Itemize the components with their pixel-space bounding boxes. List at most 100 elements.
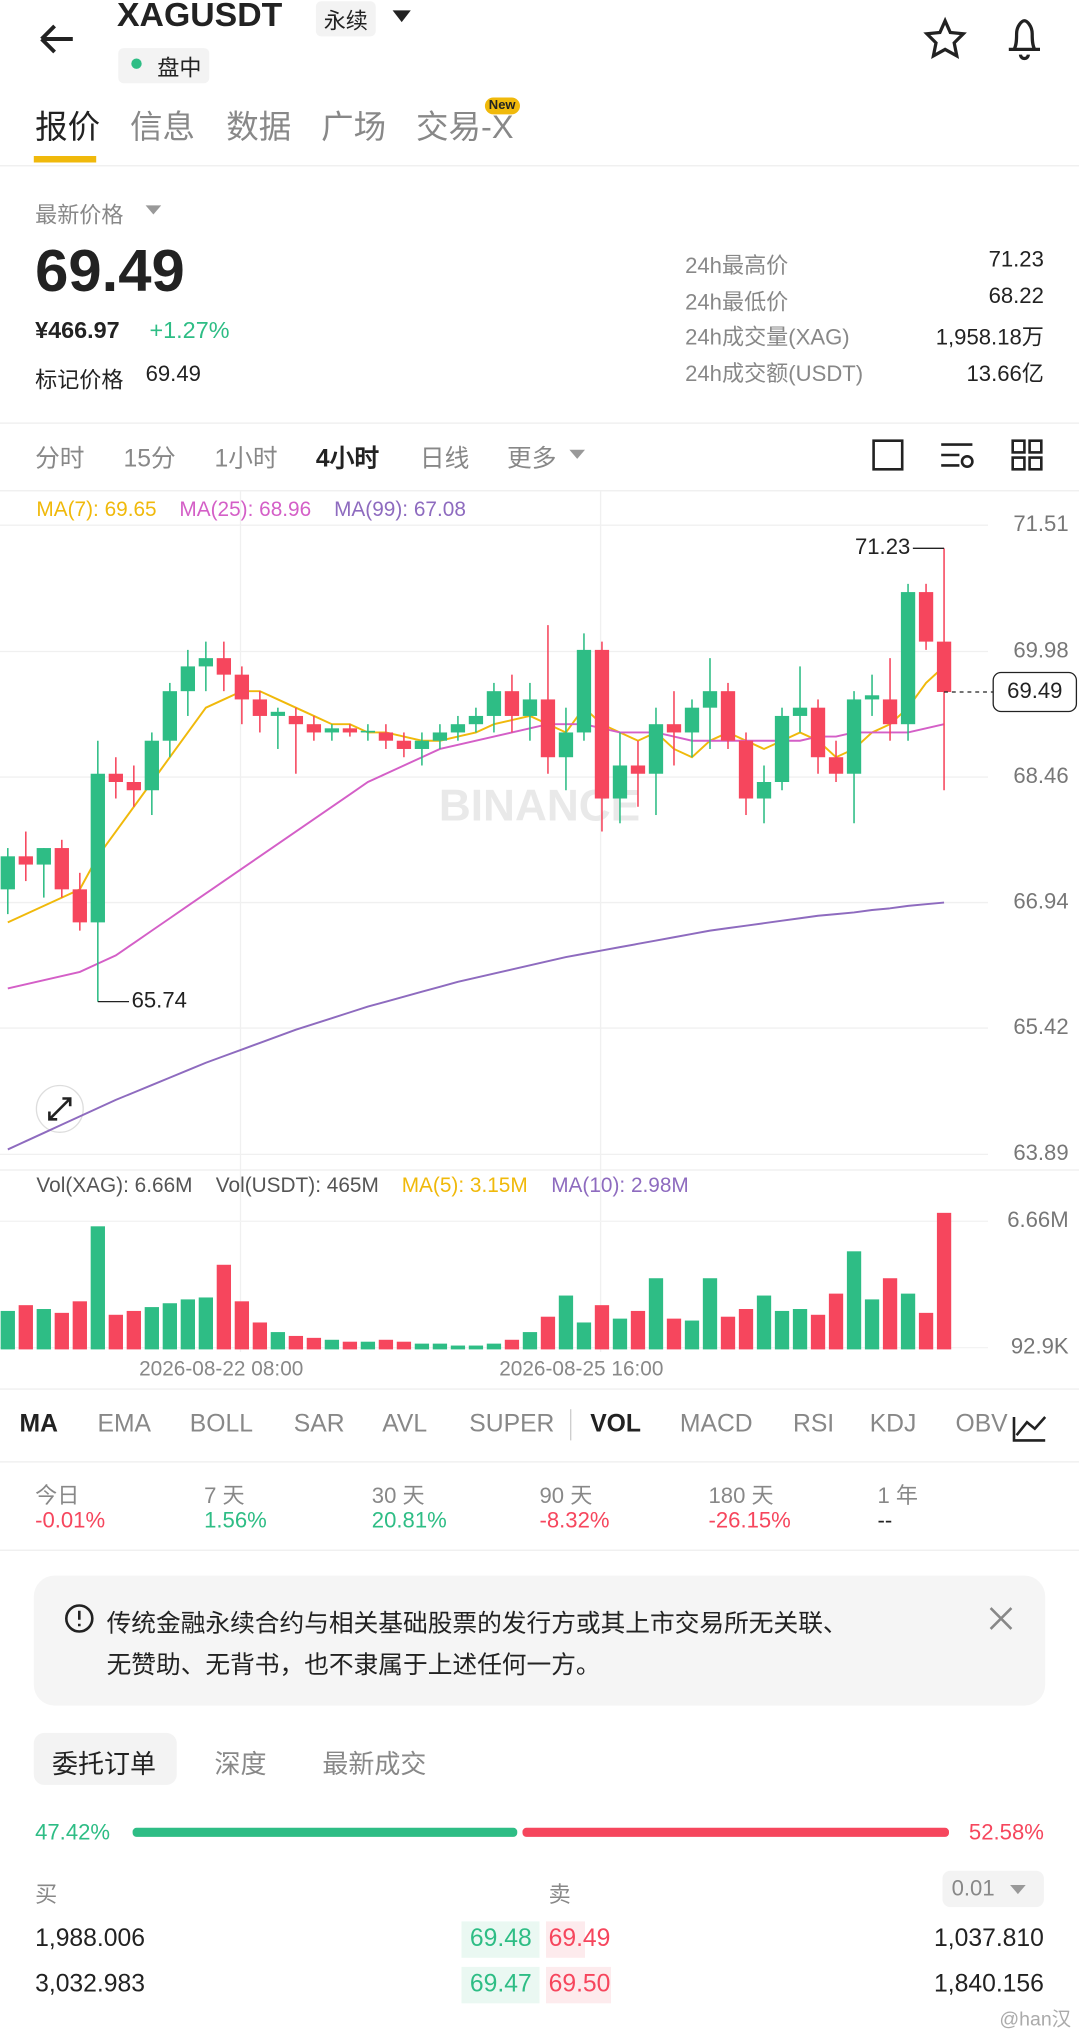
order-tab[interactable]: 深度 (214, 1751, 267, 1780)
tab[interactable]: 信息 (130, 109, 196, 146)
caret (1010, 1884, 1026, 1895)
active-tab-bg (33, 1732, 177, 1785)
chart-icon[interactable] (1012, 1416, 1047, 1442)
legend-item: MA(5): 3.15M (401, 1175, 528, 1198)
volume-bar (558, 1295, 574, 1350)
candle-body (684, 707, 700, 733)
candle-body (342, 728, 358, 733)
indicator-tab[interactable]: SAR (293, 1410, 345, 1438)
interval-tab[interactable]: 4小时 (315, 445, 380, 474)
candle-body (108, 773, 123, 782)
indicator-tab[interactable]: AVL (382, 1410, 428, 1438)
bid-qty: 3,032.983 (35, 1970, 145, 1999)
divider (0, 1549, 1079, 1551)
indicator-tab[interactable]: SUPER (469, 1410, 555, 1438)
volume-bar (72, 1301, 87, 1350)
interval-tab[interactable]: 更多 (506, 445, 557, 474)
divider (0, 165, 1079, 167)
buy-ratio: 47.42% (35, 1819, 111, 1845)
fullscreen-icon[interactable] (872, 439, 904, 471)
notification-icon[interactable] (1008, 19, 1040, 61)
tab-indicator (33, 156, 97, 163)
candle-body (162, 691, 177, 741)
period-change: -8.32% (539, 1508, 610, 1533)
status-dot (131, 58, 142, 69)
order-tab[interactable]: 委托订单 (52, 1751, 156, 1780)
y-tick-label: 68.46 (1013, 763, 1068, 788)
time-label: 2026-08-25 16:00 (499, 1358, 664, 1381)
interval-tab[interactable]: 1小时 (214, 445, 278, 474)
stat-value: 71.23 (988, 246, 1044, 272)
precision-select[interactable] (942, 1870, 1044, 1908)
volume-bar (234, 1301, 250, 1350)
ask-price: 69.50 (548, 1970, 611, 1999)
tab[interactable]: 报价 (35, 109, 101, 146)
interval-tab[interactable]: 15分 (123, 445, 176, 474)
volume-bar (702, 1278, 718, 1350)
y-tick-label: 92.9K (1011, 1333, 1069, 1358)
candle-body (756, 781, 772, 799)
candle-body (540, 699, 556, 758)
volume-bar (216, 1264, 232, 1350)
indicator-tab[interactable]: RSI (793, 1410, 835, 1438)
volume-bar (450, 1345, 466, 1350)
interval-tab[interactable]: 分时 (35, 445, 85, 474)
tab[interactable]: 广场 (321, 109, 387, 146)
layout-icon[interactable] (1011, 439, 1026, 454)
volume-bar (756, 1295, 772, 1350)
candle-body (144, 740, 159, 791)
legend-item: Vol(USDT): 465M (215, 1175, 379, 1198)
period: 180 天 (708, 1483, 774, 1508)
ask-qty: 1,840.156 (934, 1970, 1044, 1999)
candle-body (468, 715, 484, 725)
indicator-tab[interactable]: KDJ (869, 1410, 917, 1438)
divider (0, 422, 1079, 424)
back-icon[interactable] (40, 24, 73, 54)
depth-bar (461, 1966, 540, 2004)
indicator-tab[interactable]: MA (19, 1410, 58, 1438)
close-icon[interactable] (989, 1607, 1013, 1630)
indicator-tab[interactable]: MACD (679, 1410, 753, 1438)
volume-bar (378, 1339, 394, 1350)
stat-label: 24h成交额(USDT) (685, 361, 864, 387)
candle-body (846, 699, 862, 774)
candle-body (180, 666, 195, 692)
order-tab[interactable]: 最新成交 (322, 1751, 427, 1780)
tab[interactable]: 数据 (226, 109, 292, 146)
volume-bar (414, 1343, 430, 1350)
candle-body (288, 715, 304, 725)
last-price-box (992, 671, 1078, 713)
high-label: 71.23 (855, 534, 910, 559)
indicator-tab[interactable]: VOL (590, 1410, 641, 1438)
tab[interactable]: 交易-X (416, 109, 514, 146)
legend-item: MA(7): 69.65 (36, 499, 157, 522)
indicator-tab[interactable]: OBV (955, 1410, 1008, 1438)
candle-body (522, 699, 538, 716)
period: 90 天 (539, 1483, 593, 1508)
volume-bar (396, 1341, 412, 1350)
favorite-icon[interactable] (923, 16, 967, 60)
sell-ratio: 52.58% (968, 1819, 1044, 1845)
notice-line: 无赞助、无背书，也不隶属于上述任何一方。 (106, 1652, 601, 1680)
interval-tab[interactable]: 日线 (419, 445, 470, 474)
candle-body (36, 848, 51, 865)
volume-bar (504, 1339, 520, 1350)
legend-item: Vol(XAG): 6.66M (36, 1175, 193, 1198)
precision[interactable]: 0.01 (951, 1875, 995, 1901)
candle-body (792, 707, 808, 716)
candle-body (360, 730, 376, 733)
volume-bar (270, 1332, 286, 1350)
indicator-tab[interactable]: BOLL (189, 1410, 253, 1438)
watermark: @han汉 (999, 2008, 1072, 2031)
dropdown-icon[interactable] (392, 10, 411, 23)
caret (569, 449, 585, 459)
candle-body (918, 592, 934, 642)
settings-icon[interactable] (941, 443, 973, 467)
candle-body (90, 773, 105, 923)
candle-body (594, 649, 610, 799)
indicator-tab[interactable]: EMA (97, 1410, 152, 1438)
divider (0, 1388, 1079, 1390)
candle-body (576, 649, 592, 733)
divider (0, 490, 1079, 492)
candle-body (936, 641, 952, 692)
